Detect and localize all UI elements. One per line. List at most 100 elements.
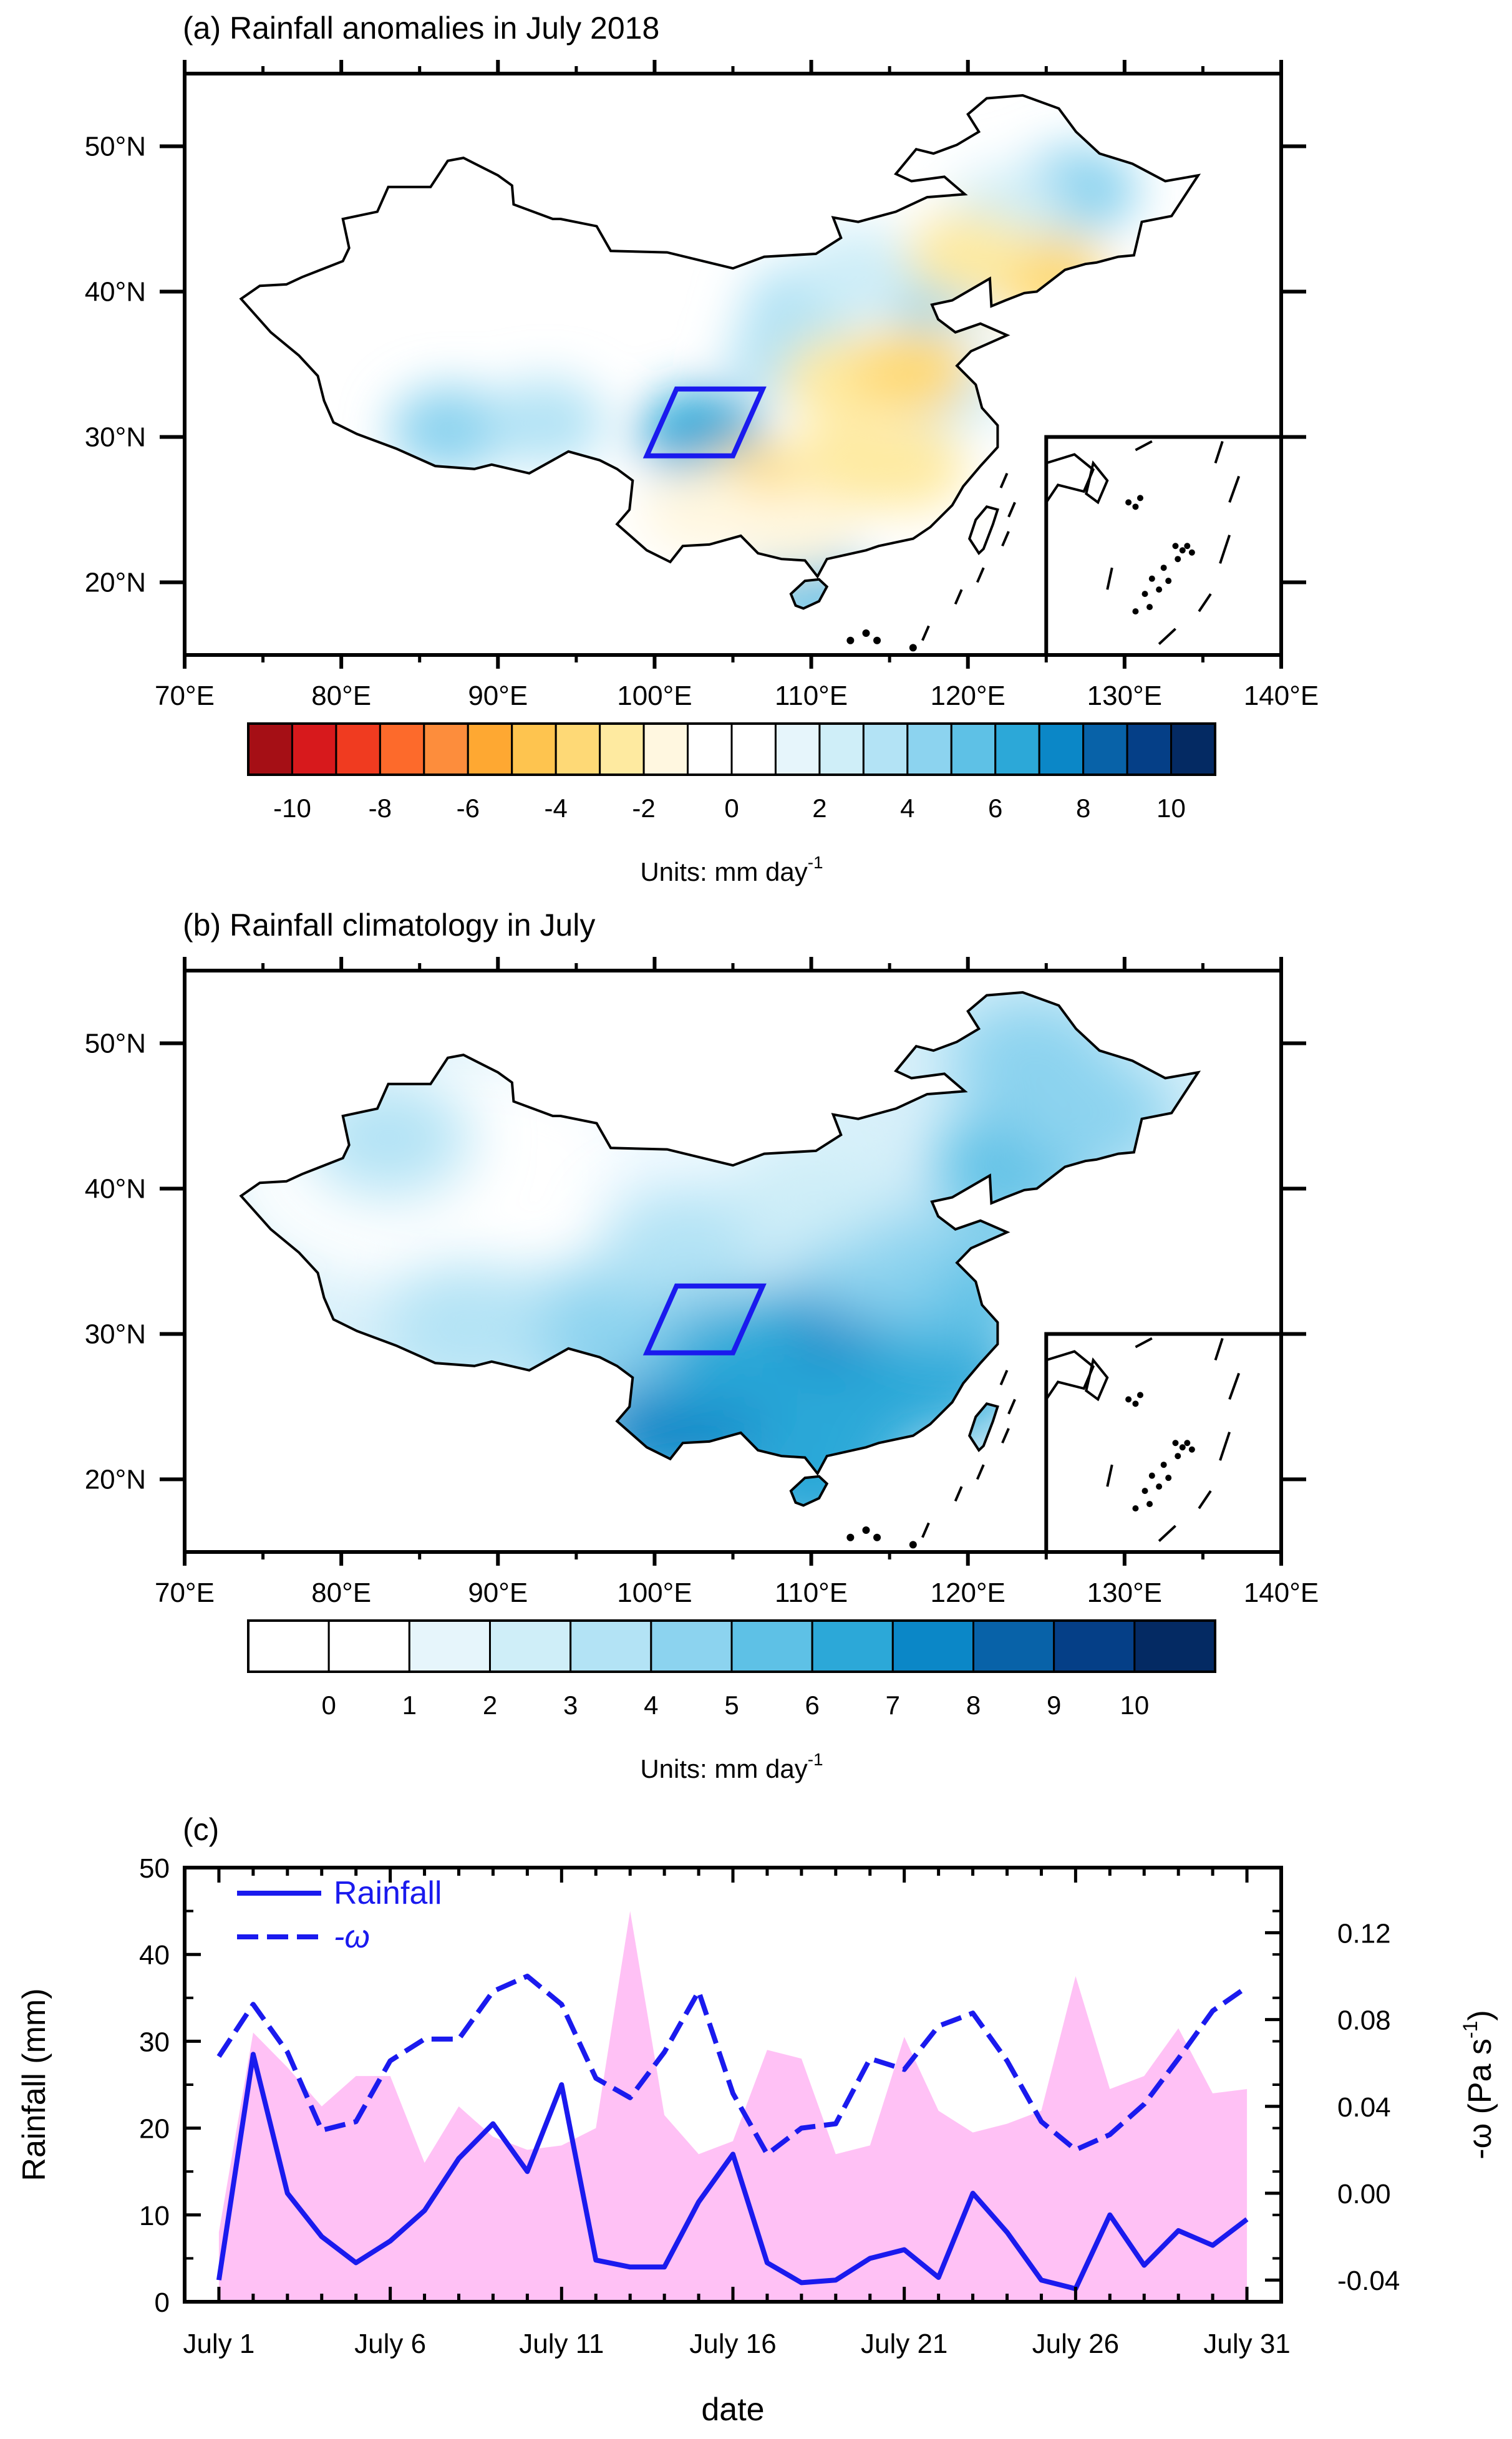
colorbar-swatch xyxy=(811,1619,894,1673)
units-superscript: -1 xyxy=(808,853,823,872)
x-tick-label: 80°E xyxy=(311,1578,371,1608)
y2-label-close: ) xyxy=(1462,2010,1498,2020)
x-tick-label: July 21 xyxy=(861,2329,947,2359)
field-blob xyxy=(389,385,512,473)
panel-b-climatology-map: (b) Rainfall climatology in July 70°E 80°… xyxy=(85,908,1319,1783)
inset-dash xyxy=(1135,1337,1153,1349)
colorbar-swatch xyxy=(950,722,997,776)
island-dot xyxy=(862,629,870,638)
south-china-sea-inset xyxy=(1044,435,1284,657)
colorbar-swatch xyxy=(569,1619,652,1673)
x-tick-label: 120°E xyxy=(931,1578,1006,1608)
inset-dash xyxy=(1219,535,1231,564)
inset-island-dot xyxy=(1132,608,1139,615)
coastline-outline xyxy=(239,94,1201,652)
x-tick-label: 100°E xyxy=(617,681,692,711)
units-text: Units: mm day xyxy=(640,857,807,886)
inset-island-dot xyxy=(1165,1475,1172,1481)
colorbar-label: 4 xyxy=(900,793,914,823)
inset-dash xyxy=(1135,440,1153,452)
field-blob xyxy=(734,487,857,575)
y-axis-label: Rainfall (mm) xyxy=(16,1988,52,2181)
dash-segment xyxy=(999,472,1009,488)
y-tick-label: 40°N xyxy=(85,1174,146,1205)
colorbar-label: 5 xyxy=(724,1690,739,1720)
inset-dash xyxy=(1214,1337,1224,1361)
y2-tick-label: 0.04 xyxy=(1337,2092,1391,2123)
colorbar-swatch xyxy=(511,722,557,776)
dash-segment xyxy=(921,625,930,641)
island-dot xyxy=(862,1526,870,1535)
inset-island-dot xyxy=(1175,1453,1181,1460)
inset-island-dot xyxy=(1148,575,1155,582)
x-tick-label: 120°E xyxy=(931,681,1006,711)
y2-label-text: -ω (Pa s xyxy=(1462,2039,1498,2160)
field-blob xyxy=(728,1129,894,1248)
inset-island-dot xyxy=(1141,1488,1148,1495)
x-tick-label: July 1 xyxy=(183,2329,254,2359)
colorbar-units: Units: mm day-1 xyxy=(640,1750,823,1783)
field-blob xyxy=(640,466,763,553)
x-tick-label: 70°E xyxy=(155,681,215,711)
inset-island-dot xyxy=(1160,565,1167,571)
inset-island-dot xyxy=(1172,543,1179,550)
y2-tick-label: 0.00 xyxy=(1337,2179,1391,2209)
inset-dash xyxy=(1228,1372,1241,1400)
y-tick-label: 40 xyxy=(139,1940,170,1971)
colorbar-label: 6 xyxy=(805,1690,819,1720)
dash-segment xyxy=(999,1369,1009,1385)
colorbar-frame xyxy=(247,1619,1216,1673)
dash-segment xyxy=(976,567,985,583)
colorbar-label: 4 xyxy=(644,1690,658,1720)
y-tick-label: 30 xyxy=(139,2027,170,2057)
colorbar-swatch xyxy=(1170,722,1216,776)
inset-island-dot xyxy=(1141,591,1148,598)
inset-island-dot xyxy=(1175,556,1181,563)
inset-island-dot xyxy=(1188,1446,1195,1453)
inset-island-dot xyxy=(1179,547,1186,554)
colorbar-swatch xyxy=(774,722,821,776)
inset-island-dot xyxy=(1188,549,1195,556)
china-border xyxy=(239,991,1201,1476)
inset-island-dot xyxy=(1132,1505,1139,1512)
x-tick-label: July 26 xyxy=(1032,2329,1119,2359)
colorbar-label: 8 xyxy=(966,1690,981,1720)
colorbar-label: -10 xyxy=(273,793,311,823)
inset-island-dot xyxy=(1156,1483,1163,1490)
panel-a-anomaly-map: (a) Rainfall anomalies in July 2018 70°E… xyxy=(85,11,1319,886)
y-tick-label: 50 xyxy=(139,1853,170,1884)
y-tick-label: 50°N xyxy=(85,132,146,162)
x-tick-label: 130°E xyxy=(1087,1578,1162,1608)
colorbar-label: -6 xyxy=(457,793,480,823)
y-tick-label: 30°N xyxy=(85,422,146,453)
panel-b-axes: 70°E 80°E 90°E 100°E 110°E 120°E 130°E 140°E 20°… xyxy=(85,957,1319,1783)
colorbar-label: 6 xyxy=(988,793,1002,823)
legend-rainfall-label: Rainfall xyxy=(334,1875,442,1911)
inset-island-dot xyxy=(1132,1400,1139,1407)
field-blob xyxy=(844,422,967,510)
panel-a-title: (a) Rainfall anomalies in July 2018 xyxy=(183,11,659,46)
x-tick-label: July 16 xyxy=(689,2329,776,2359)
inset-island-dot xyxy=(1184,1440,1191,1447)
colorbar-label: 7 xyxy=(886,1690,900,1720)
x-tick-label: 100°E xyxy=(617,1578,692,1608)
island-dot xyxy=(846,1533,855,1541)
inset-island-dot xyxy=(1160,1462,1167,1468)
x-tick-label: 90°E xyxy=(468,681,528,711)
inset-island-dot xyxy=(1125,1396,1132,1403)
china-border xyxy=(239,94,1201,579)
x-tick-label: 110°E xyxy=(775,681,848,711)
hainan-outline xyxy=(789,578,829,610)
field-blob xyxy=(483,379,606,467)
colorbar-swatch xyxy=(642,722,689,776)
inset-dash xyxy=(1214,440,1224,464)
y2-tick-label: 0.12 xyxy=(1337,1918,1391,1949)
inset-island xyxy=(1085,460,1109,505)
inset-island xyxy=(1085,1357,1109,1402)
inset-island-dot xyxy=(1136,1392,1143,1399)
inset-dash xyxy=(1106,567,1113,590)
colorbar-swatch xyxy=(1053,1619,1136,1673)
colorbar-label: -4 xyxy=(545,793,568,823)
y-tick-label: 20°N xyxy=(85,568,146,598)
colorbar-swatch xyxy=(599,722,645,776)
